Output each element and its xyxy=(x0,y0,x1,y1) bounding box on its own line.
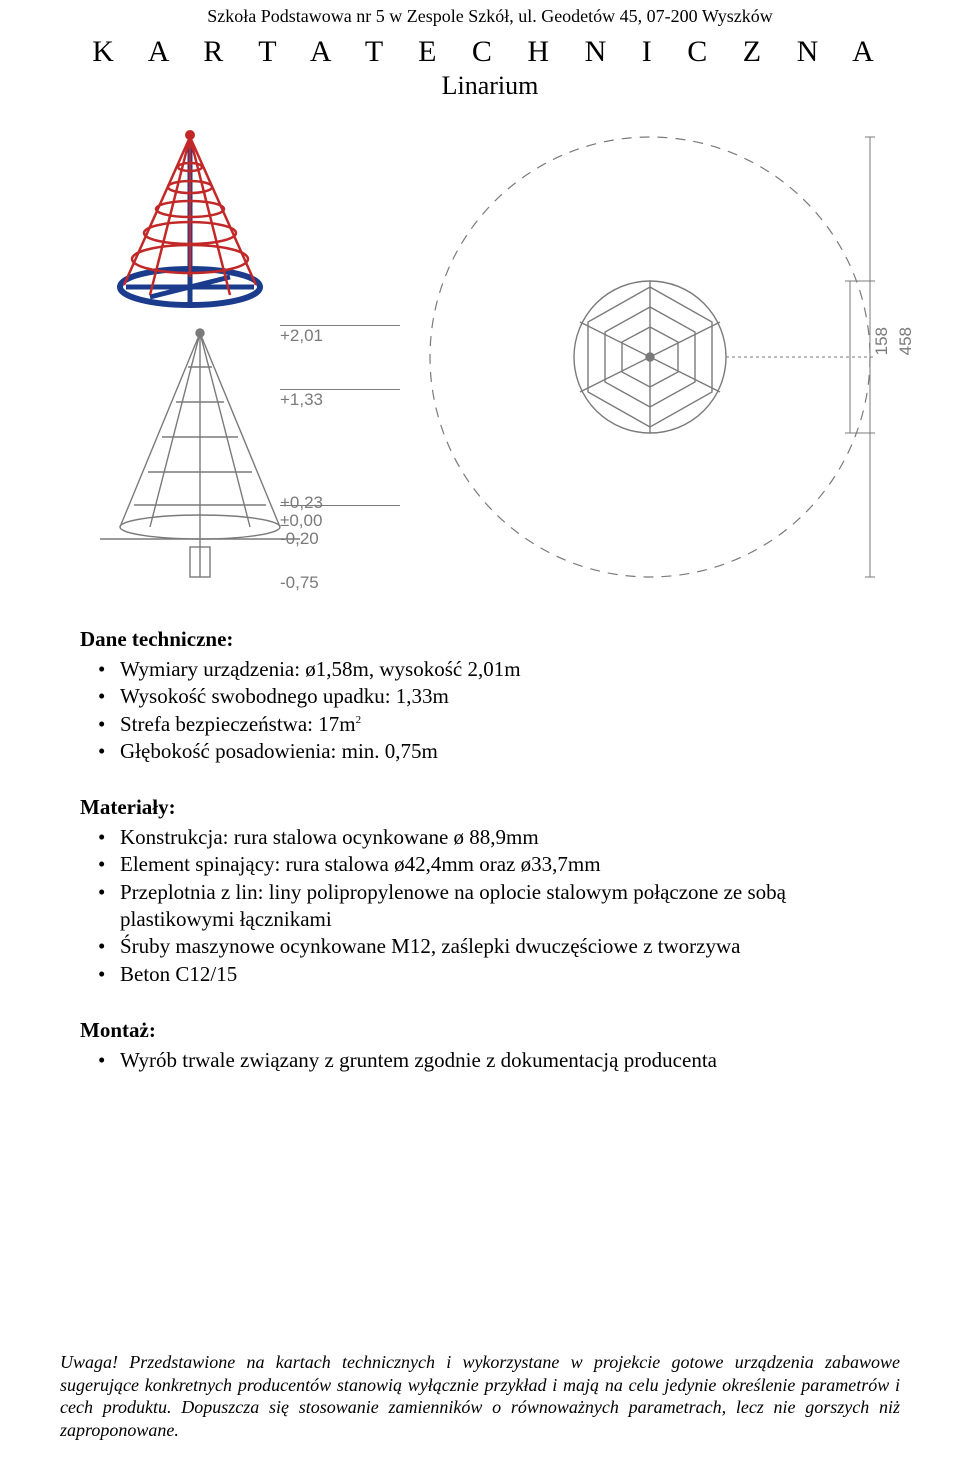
dim-h-ring: +0,23 xyxy=(280,493,323,512)
section-dane: Dane techniczne: Wymiary urządzenia: ø1,… xyxy=(80,627,900,765)
dim-h-zero: ±0,00 xyxy=(280,511,322,530)
list-item: Wyrób trwale związany z gruntem zgodnie … xyxy=(120,1047,900,1074)
doc-subtitle: Linarium xyxy=(80,71,900,101)
list-item: Śruby maszynowe ocynkowane M12, zaślepki… xyxy=(120,933,900,960)
elevation-dimensions: +2,01 +1,33 +0,23 ±0,00 -0,20 -0,75 xyxy=(280,317,410,597)
list-item: Element spinający: rura stalowa ø42,4mm … xyxy=(120,851,900,878)
list-item: Beton C12/15 xyxy=(120,961,900,988)
dim-h-below: -0,20 xyxy=(280,529,319,548)
footer-note: Uwaga! Przedstawione na kartach technicz… xyxy=(60,1351,900,1441)
plan-dimensions: 158 458 xyxy=(840,217,920,537)
list-item: Wysokość swobodnego upadku: 1,33m xyxy=(120,683,900,710)
page: Szkoła Podstawowa nr 5 w Zespole Szkół, … xyxy=(0,0,960,1471)
plan-view: 158 458 xyxy=(420,127,880,587)
dim-h-found: -0,75 xyxy=(280,573,319,592)
dim-h-top: +2,01 xyxy=(280,326,323,345)
list-dane: Wymiary urządzenia: ø1,58m, wysokość 2,0… xyxy=(80,656,900,765)
dim-plan-inner: 158 xyxy=(872,327,892,355)
list-item: Konstrukcja: rura stalowa ocynkowane ø 8… xyxy=(120,824,900,851)
list-item: Wymiary urządzenia: ø1,58m, wysokość 2,0… xyxy=(120,656,900,683)
iso-view xyxy=(110,127,270,317)
heading-montaz: Montaż: xyxy=(80,1018,900,1043)
heading-dane: Dane techniczne: xyxy=(80,627,900,652)
list-item: Strefa bezpieczeństwa: 17m2 xyxy=(120,711,900,738)
list-materialy: Konstrukcja: rura stalowa ocynkowane ø 8… xyxy=(80,824,900,988)
figure-area: +2,01 +1,33 +0,23 ±0,00 -0,20 -0,75 xyxy=(80,117,900,597)
section-montaz: Montaż: Wyrób trwale związany z gruntem … xyxy=(80,1018,900,1074)
list-item: Przeplotnia z lin: liny polipropylenowe … xyxy=(120,879,900,934)
dim-h-mid: +1,33 xyxy=(280,390,323,409)
header-school: Szkoła Podstawowa nr 5 w Zespole Szkół, … xyxy=(80,0,900,27)
dim-plan-outer: 458 xyxy=(896,327,916,355)
doc-title: K A R T A T E C H N I C Z N A xyxy=(80,35,900,69)
heading-materialy: Materiały: xyxy=(80,795,900,820)
list-montaz: Wyrób trwale związany z gruntem zgodnie … xyxy=(80,1047,900,1074)
list-item: Głębokość posadowienia: min. 0,75m xyxy=(120,738,900,765)
section-materialy: Materiały: Konstrukcja: rura stalowa ocy… xyxy=(80,795,900,988)
